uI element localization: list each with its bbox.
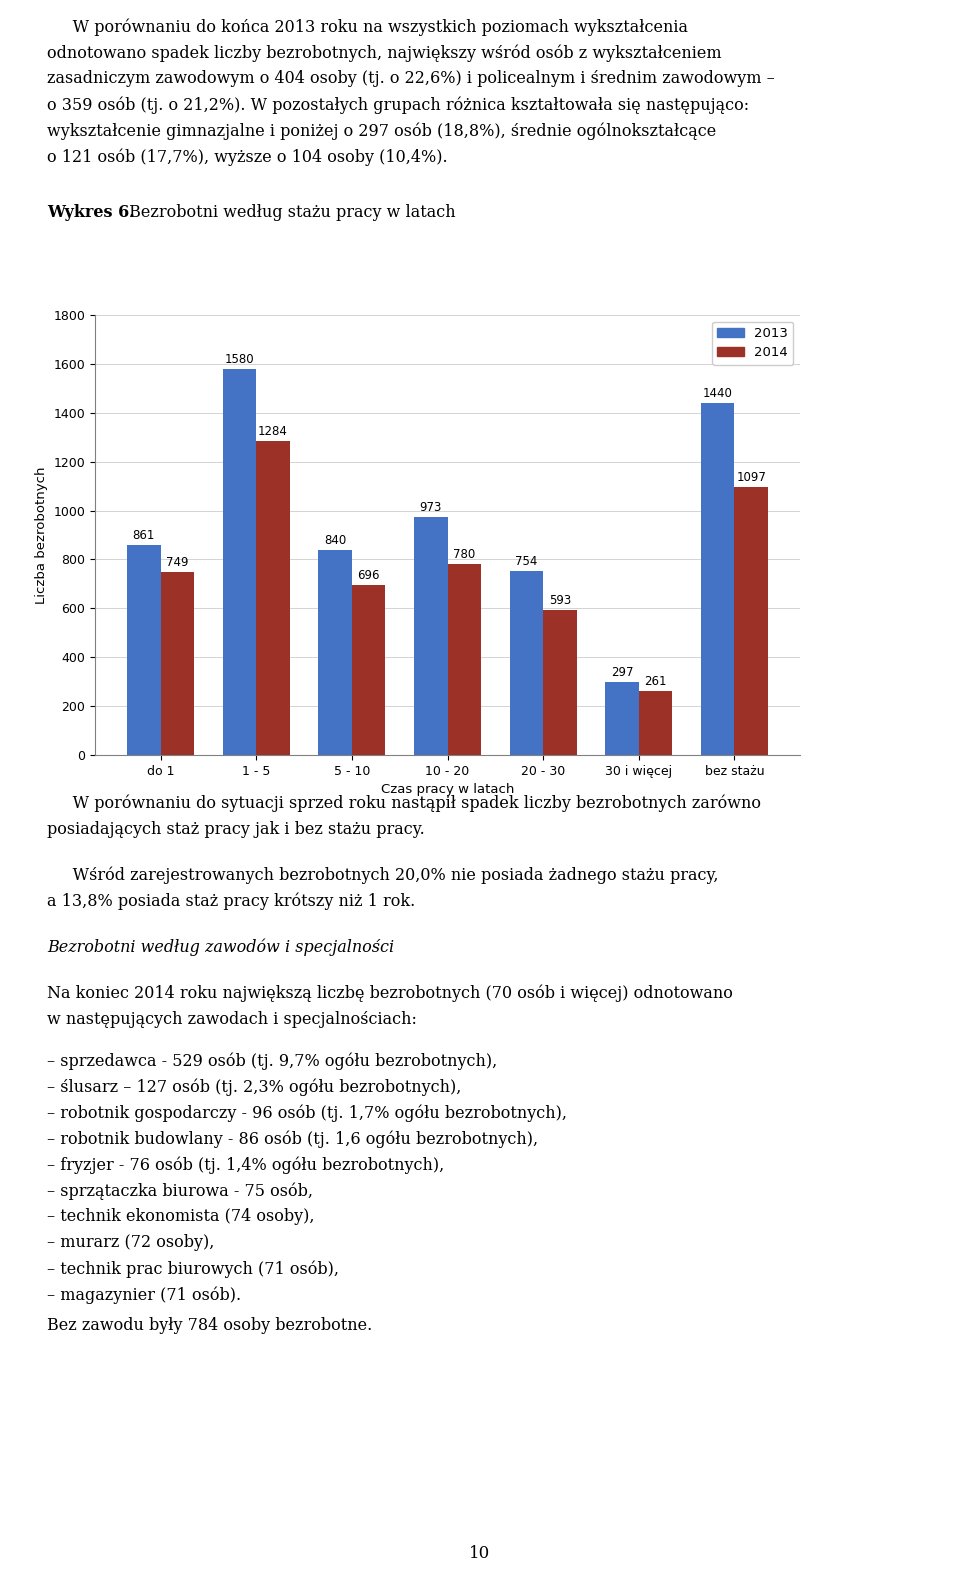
Text: Bezrobotni według stażu pracy w latach: Bezrobotni według stażu pracy w latach bbox=[124, 204, 455, 221]
Text: 696: 696 bbox=[357, 569, 380, 582]
Text: – robotnik budowlany - 86 osób (tj. 1,6 ogółu bezrobotnych),: – robotnik budowlany - 86 osób (tj. 1,6 … bbox=[47, 1130, 539, 1148]
Bar bbox=[510, 571, 543, 756]
Text: 861: 861 bbox=[132, 528, 155, 542]
Text: 840: 840 bbox=[324, 534, 347, 547]
Text: 10: 10 bbox=[469, 1545, 491, 1562]
X-axis label: Czas pracy w latach: Czas pracy w latach bbox=[381, 783, 515, 797]
Bar bbox=[352, 585, 385, 756]
Text: Wykres 6.: Wykres 6. bbox=[47, 204, 134, 221]
Bar bbox=[414, 517, 447, 756]
Text: 749: 749 bbox=[166, 557, 188, 569]
Bar bbox=[223, 368, 256, 756]
Bar bbox=[701, 403, 734, 756]
Text: Bezrobotni według zawodów i specjalności: Bezrobotni według zawodów i specjalności bbox=[47, 939, 395, 957]
Text: w następujących zawodach i specjalnościach:: w następujących zawodach i specjalnościa… bbox=[47, 1010, 417, 1028]
Bar bbox=[127, 544, 160, 756]
Text: – robotnik gospodarczy - 96 osób (tj. 1,7% ogółu bezrobotnych),: – robotnik gospodarczy - 96 osób (tj. 1,… bbox=[47, 1104, 567, 1121]
Text: Na koniec 2014 roku największą liczbę bezrobotnych (70 osób i więcej) odnotowano: Na koniec 2014 roku największą liczbę be… bbox=[47, 985, 732, 1002]
Text: 754: 754 bbox=[516, 555, 538, 568]
Text: Wśród zarejestrowanych bezrobotnych 20,0% nie posiada żadnego stażu pracy,: Wśród zarejestrowanych bezrobotnych 20,0… bbox=[47, 866, 718, 884]
Bar bbox=[447, 564, 481, 756]
Bar bbox=[606, 683, 638, 756]
Text: – sprzedawca - 529 osób (tj. 9,7% ogółu bezrobotnych),: – sprzedawca - 529 osób (tj. 9,7% ogółu … bbox=[47, 1051, 497, 1069]
Bar bbox=[256, 441, 290, 756]
Text: 1580: 1580 bbox=[225, 353, 254, 365]
Bar bbox=[319, 550, 352, 756]
Text: posiadających staż pracy jak i bez stażu pracy.: posiadających staż pracy jak i bez stażu… bbox=[47, 821, 424, 838]
Text: 1284: 1284 bbox=[258, 425, 288, 438]
Text: – murarz (72 osoby),: – murarz (72 osoby), bbox=[47, 1235, 214, 1251]
Text: 1097: 1097 bbox=[736, 471, 766, 484]
Bar bbox=[638, 691, 672, 756]
Text: a 13,8% posiada staż pracy krótszy niż 1 rok.: a 13,8% posiada staż pracy krótszy niż 1… bbox=[47, 893, 416, 911]
Text: wykształcenie gimnazjalne i poniżej o 297 osób (18,8%), średnie ogólnokształcące: wykształcenie gimnazjalne i poniżej o 29… bbox=[47, 122, 716, 139]
Text: 297: 297 bbox=[611, 667, 634, 680]
Bar bbox=[734, 487, 768, 756]
Text: 593: 593 bbox=[549, 594, 571, 607]
Text: o 359 osób (tj. o 21,2%). W pozostałych grupach różnica kształtowała się następu: o 359 osób (tj. o 21,2%). W pozostałych … bbox=[47, 96, 749, 114]
Text: 973: 973 bbox=[420, 501, 442, 514]
Text: 1440: 1440 bbox=[703, 387, 732, 400]
Bar bbox=[160, 572, 194, 756]
Text: – technik ekonomista (74 osoby),: – technik ekonomista (74 osoby), bbox=[47, 1208, 315, 1225]
Text: – technik prac biurowych (71 osób),: – technik prac biurowych (71 osób), bbox=[47, 1260, 339, 1277]
Text: – magazynier (71 osób).: – magazynier (71 osób). bbox=[47, 1285, 241, 1303]
Text: W porównaniu do końca 2013 roku na wszystkich poziomach wykształcenia: W porównaniu do końca 2013 roku na wszys… bbox=[47, 17, 688, 35]
Text: zasadniczym zawodowym o 404 osoby (tj. o 22,6%) i policealnym i średnim zawodowy: zasadniczym zawodowym o 404 osoby (tj. o… bbox=[47, 70, 775, 87]
Text: W porównaniu do sytuacji sprzed roku nastąpił spadek liczby bezrobotnych zarówno: W porównaniu do sytuacji sprzed roku nas… bbox=[47, 795, 761, 813]
Text: Bez zawodu były 784 osoby bezrobotne.: Bez zawodu były 784 osoby bezrobotne. bbox=[47, 1317, 372, 1334]
Text: o 121 osób (17,7%), wyższe o 104 osoby (10,4%).: o 121 osób (17,7%), wyższe o 104 osoby (… bbox=[47, 149, 447, 166]
Text: – sprzątaczka biurowa - 75 osób,: – sprzątaczka biurowa - 75 osób, bbox=[47, 1183, 313, 1200]
Text: – ślusarz – 127 osób (tj. 2,3% ogółu bezrobotnych),: – ślusarz – 127 osób (tj. 2,3% ogółu bez… bbox=[47, 1078, 462, 1096]
Legend: 2013, 2014: 2013, 2014 bbox=[712, 321, 793, 365]
Text: 261: 261 bbox=[644, 675, 667, 688]
Y-axis label: Liczba bezrobotnych: Liczba bezrobotnych bbox=[35, 466, 48, 604]
Bar bbox=[543, 610, 577, 756]
Text: odnotowano spadek liczby bezrobotnych, największy wśród osób z wykształceniem: odnotowano spadek liczby bezrobotnych, n… bbox=[47, 44, 722, 62]
Text: – fryzjer - 76 osób (tj. 1,4% ogółu bezrobotnych),: – fryzjer - 76 osób (tj. 1,4% ogółu bezr… bbox=[47, 1156, 444, 1173]
Text: 780: 780 bbox=[453, 549, 475, 561]
